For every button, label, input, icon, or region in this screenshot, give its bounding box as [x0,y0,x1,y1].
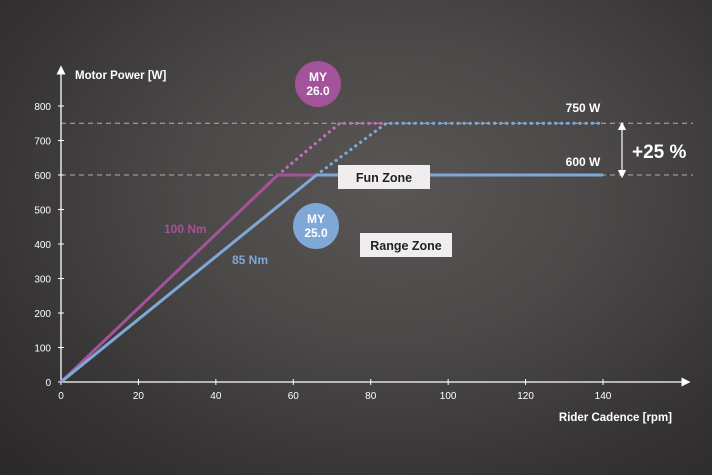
y-tick-label: 400 [34,240,51,251]
x-tick-label: 140 [595,391,612,402]
zone-fun-label: Fun Zone [356,171,412,185]
badge-my26-line2: 26.0 [306,84,330,98]
badge-my26: MY 26.0 [295,61,341,107]
increase-label: +25 % [632,142,687,163]
zone-range-label: Range Zone [370,239,442,253]
series-line-1 [60,173,603,384]
x-tick-label: 0 [58,391,64,402]
boosted-series-1 [314,121,605,177]
series-layer [59,121,605,384]
series-line-0 [59,173,317,384]
x-axis-title: Rider Cadence [rpm] [559,412,672,424]
y-tick-label: 300 [34,275,51,286]
ref-label-750: 750 W [566,101,601,115]
x-tick-label: 100 [440,391,457,402]
y-tick-label: 100 [34,344,51,355]
badge-my25-line2: 25.0 [304,226,328,240]
y-axis-title: Motor Power [W] [75,70,167,82]
x-tick-label: 60 [288,391,300,402]
y-ticks: 0 100 200 300 400 500 600 700 800 [34,102,64,389]
x-tick-label: 20 [133,391,145,402]
zone-fun: Fun Zone [338,165,430,189]
badge-my25-circle [293,203,339,249]
boosted-series-0 [276,121,388,177]
series-label-85nm: 85 Nm [232,253,268,267]
badge-my25-line1: MY [307,212,325,226]
zone-range-box [360,233,452,257]
x-tick-label: 40 [210,391,222,402]
y-tick-label: 200 [34,309,51,320]
zone-fun-box [338,165,430,189]
y-tick-label: 800 [34,102,51,113]
badge-my25: MY 25.0 [293,203,339,249]
series-label-100nm: 100 Nm [164,222,207,236]
x-tick-label: 120 [517,391,534,402]
y-tick-label: 700 [34,137,51,148]
y-tick-label: 600 [34,171,51,182]
axes [56,65,691,387]
y-tick-label: 500 [34,206,51,217]
x-ticks: 0 20 40 60 80 100 120 140 [58,379,612,402]
y-tick-label: 0 [45,378,51,389]
ref-label-600: 600 W [566,155,601,169]
x-tick-label: 80 [365,391,377,402]
badge-my26-line1: MY [309,70,327,84]
zone-range: Range Zone [360,233,452,257]
badge-my26-circle [295,61,341,107]
